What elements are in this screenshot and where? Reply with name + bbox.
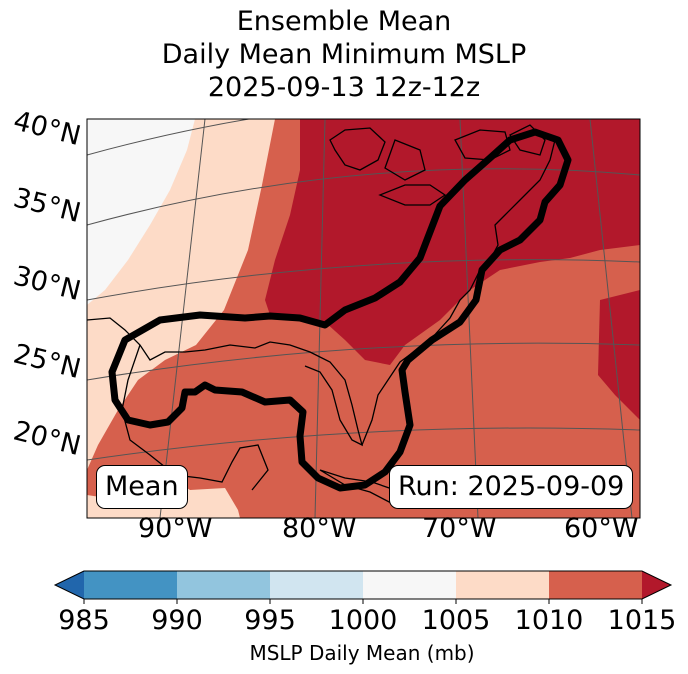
colorbar-tick-1000: 1000	[328, 605, 398, 636]
stat-label-box: Mean	[96, 465, 188, 509]
field-1010-1015-east	[598, 290, 640, 420]
colorbar-bin-990-995	[177, 571, 270, 599]
lon-label-60w: 60°W	[564, 513, 639, 544]
colorbar-bin-995-1000	[270, 571, 363, 599]
colorbar-tick-1010: 1010	[514, 605, 584, 636]
colorbar-tick-990: 990	[151, 605, 203, 636]
colorbar	[53, 570, 673, 604]
colorbar-tick-985: 985	[58, 605, 110, 636]
colorbar-tick-995: 995	[244, 605, 296, 636]
field-995-1000-northwest	[87, 119, 195, 305]
title-line-1: Ensemble Mean	[236, 6, 452, 37]
lon-label-80w: 80°W	[282, 513, 357, 544]
colorbar-bin-1010-1015	[549, 571, 642, 599]
colorbar-overflow	[642, 571, 671, 599]
storm-track-contour	[108, 128, 572, 492]
colorbar-tick-1005: 1005	[421, 605, 491, 636]
map-field	[87, 119, 640, 518]
map-frame	[86, 118, 641, 519]
run-label-box: Run: 2025-09-09	[389, 465, 634, 509]
colorbar-label: MSLP Daily Mean (mb)	[249, 641, 475, 665]
colorbar-tick-1015: 1015	[607, 605, 677, 636]
colorbar-bin-1000-1005	[363, 571, 456, 599]
lon-label-70w: 70°W	[422, 513, 497, 544]
colorbar-bin-1005-1010	[456, 571, 549, 599]
coastline	[87, 124, 556, 506]
title-line-2: Daily Mean Minimum MSLP	[161, 39, 527, 70]
colorbar-bin-985-990	[84, 571, 177, 599]
lon-label-90w: 90°W	[138, 513, 213, 544]
title-line-3: 2025-09-13 12z-12z	[207, 72, 481, 103]
colorbar-underflow	[55, 571, 84, 599]
